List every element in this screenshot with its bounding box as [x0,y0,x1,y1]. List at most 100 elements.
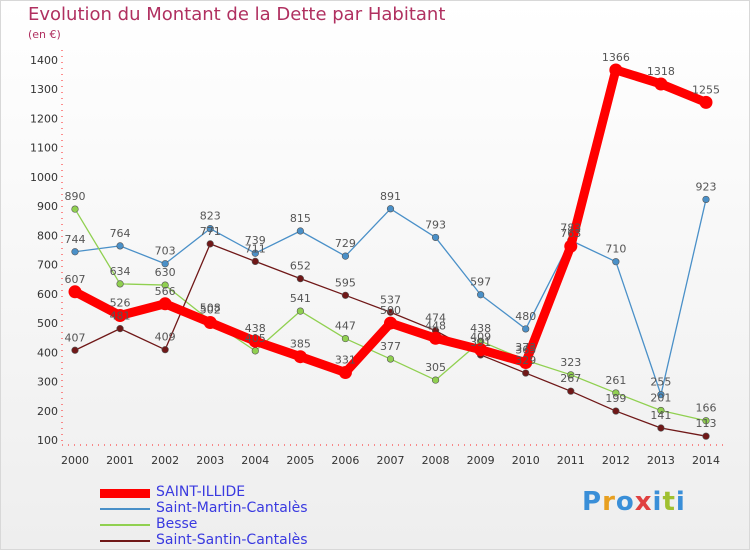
y-tick-label: 100 [37,434,58,447]
data-label: 261 [605,374,626,387]
logo-letter: x [634,487,653,517]
data-label: 764 [110,227,131,240]
data-point [522,325,530,333]
data-label: 323 [560,356,581,369]
data-point [612,389,620,397]
x-tick-label: 2007 [377,454,405,467]
data-label: 409 [470,331,491,344]
data-label: 373 [515,341,536,354]
data-point [341,252,350,260]
y-tick-label: 300 [37,376,58,389]
legend-swatch [100,540,150,542]
data-point [293,350,307,364]
data-point [477,291,485,299]
logo-letter: i [652,487,663,517]
x-tick-label: 2000 [61,454,89,467]
data-point [612,407,620,415]
data-label: 405 [245,332,266,345]
data-point [431,233,440,242]
data-point [161,346,169,354]
data-point [296,227,304,235]
x-tick-label: 2009 [467,454,495,467]
x-tick-label: 2010 [512,454,540,467]
series-lines [68,63,713,440]
data-point [657,391,665,399]
y-tick-label: 1000 [30,171,58,184]
proxiti-logo: Proxiti [582,487,686,517]
data-point [386,308,395,316]
y-tick-label: 200 [37,405,58,418]
logo-letter: i [675,487,686,517]
data-label: 385 [290,338,311,351]
legend-swatch [100,524,150,526]
x-tick-label: 2005 [286,454,314,467]
data-label: 537 [380,293,401,306]
data-point [116,280,124,288]
data-point [206,225,214,233]
data-label: 890 [65,190,86,203]
data-label: 500 [380,304,401,317]
data-point [116,242,124,250]
data-label: 201 [650,391,671,404]
data-label: 409 [155,331,176,344]
data-label: 634 [110,265,131,278]
x-tick-label: 2006 [331,454,359,467]
data-point [296,307,304,315]
data-label: 566 [155,285,176,298]
data-point [158,297,172,311]
data-point [338,365,352,379]
logo-letter: o [615,487,635,517]
legend-swatch [100,488,150,498]
data-point [654,77,668,91]
data-label: 447 [335,320,356,333]
data-label: 391 [470,336,491,349]
data-label: 113 [696,417,717,430]
data-label: 597 [470,276,491,289]
logo-letter: t [662,487,676,517]
data-point [341,334,350,343]
data-point [113,308,127,322]
data-label: 267 [560,372,581,385]
y-tick-label: 1300 [30,83,58,96]
x-tick-label: 2008 [422,454,450,467]
data-point [519,356,533,370]
data-point [116,325,124,333]
data-label: 474 [425,312,446,325]
data-point [699,95,713,109]
data-point [341,291,350,299]
data-point [68,285,82,299]
data-point [564,239,578,253]
data-point [431,376,440,384]
data-label: 541 [290,292,311,305]
data-label: 438 [245,322,266,335]
data-point [71,248,79,256]
data-point [567,371,575,379]
x-tick-label: 2012 [602,454,630,467]
logo-letter: P [582,487,603,517]
data-point [251,257,259,266]
data-point [657,424,665,432]
data-label: 923 [696,180,717,193]
data-label: 710 [605,243,626,256]
data-point [251,249,259,257]
data-point [203,315,217,329]
x-tick-label: 2003 [196,454,224,467]
data-point [71,346,79,354]
data-point [702,432,710,440]
data-point [206,240,214,248]
data-point [702,195,710,204]
data-label: 141 [650,409,671,422]
data-point [384,316,397,330]
data-label: 255 [650,376,671,389]
data-label: 823 [200,210,221,223]
data-point [71,205,79,213]
data-point [474,343,488,357]
data-label: 166 [696,402,717,415]
x-tick-label: 2013 [647,454,675,467]
x-tick-label: 2002 [151,454,179,467]
data-label: 481 [110,310,131,323]
data-label: 711 [245,242,266,255]
y-tick-label: 1400 [30,54,58,67]
data-label: 891 [380,190,401,203]
x-tick-label: 2004 [241,454,269,467]
